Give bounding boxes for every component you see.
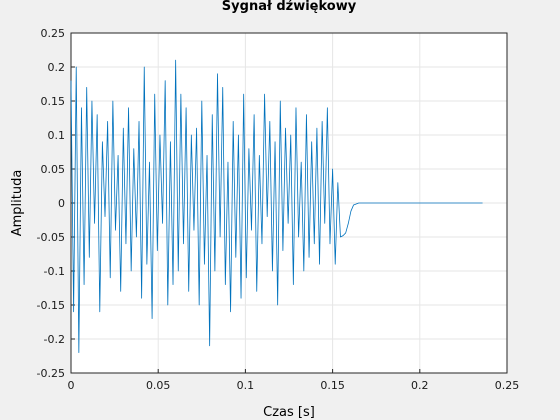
y-tick-label-8: 0.15 (41, 95, 66, 108)
grid-layer (70, 32, 508, 374)
x-axis-label: Czas [s] (263, 405, 315, 420)
y-tick-label-5: 0 (58, 197, 65, 210)
y-tick-label-7: 0.1 (48, 129, 66, 142)
x-tick-label-2: 0.1 (237, 379, 255, 392)
y-tick-label-10: 0.25 (41, 27, 66, 40)
signal-series-line-0 (70, 59, 483, 354)
x-tick-label-4: 0.2 (411, 379, 429, 392)
x-tick-label-1: 0.05 (146, 379, 171, 392)
chart-title: Sygnał dźwiękowy (222, 0, 357, 14)
y-tick-label-4: -0.05 (37, 231, 65, 244)
y-tick-label-0: -0.25 (37, 367, 65, 380)
y-axis-label: Amplituda (10, 170, 25, 237)
x-tick-label-3: 0.15 (320, 379, 345, 392)
y-tick-label-9: 0.2 (48, 61, 66, 74)
series-layer (70, 59, 483, 354)
x-tick-label-5: 0.25 (495, 379, 520, 392)
y-tick-label-1: -0.2 (44, 333, 65, 346)
y-tick-label-3: -0.1 (44, 265, 65, 278)
x-tick-label-0: 0 (68, 379, 75, 392)
axis-layer: 0 0.05 0.1 0.15 0.2 0.25 -0.25 -0.2 -0.15 -0.1 -0.… (37, 27, 520, 392)
y-tick-label-2: -0.15 (37, 299, 65, 312)
y-tick-label-6: 0.05 (41, 163, 66, 176)
